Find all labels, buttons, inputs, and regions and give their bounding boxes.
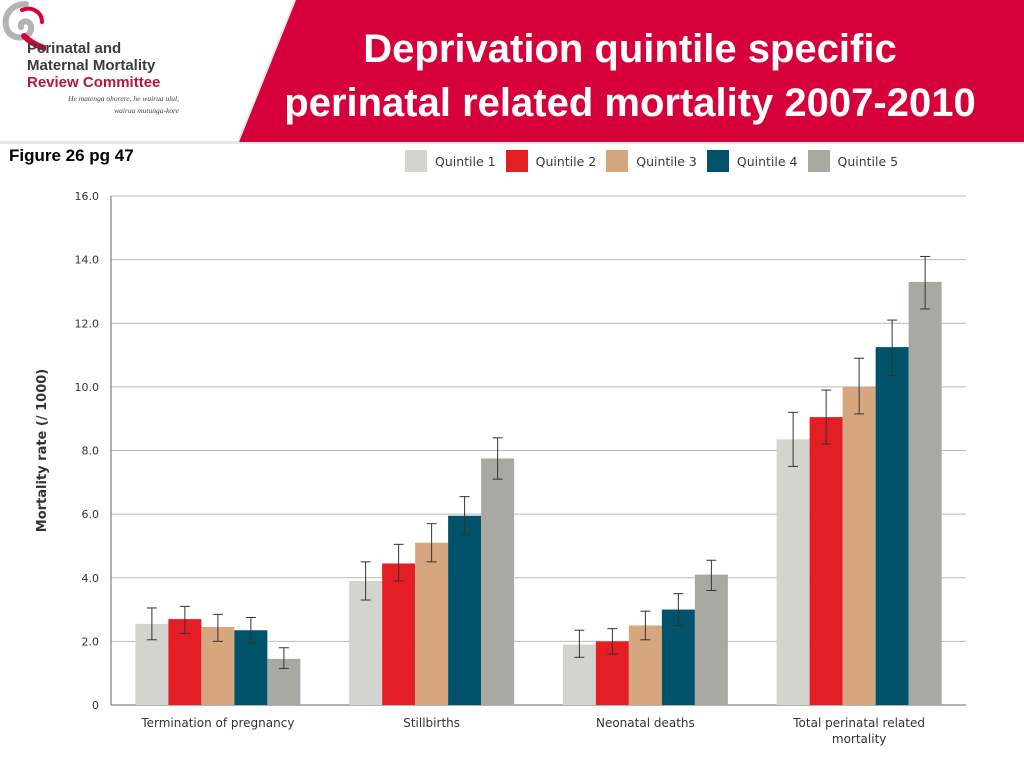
bar-3-quintile-5 <box>694 574 728 705</box>
x-category-label: Termination of pregnancy <box>140 716 294 730</box>
y-tick-label: 8.0 <box>82 445 100 458</box>
slide-title-line-1: Deprivation quintile specific <box>363 27 897 71</box>
header-banner: Perinatal and Maternal Mortality Review … <box>0 0 1024 145</box>
legend-label-quintile-3: Quintile 3 <box>636 153 697 169</box>
slide-title-line-2: perinatal related mortality 2007-2010 <box>284 81 976 125</box>
y-tick-label: 16.0 <box>75 190 100 203</box>
legend-label-quintile-4: Quintile 4 <box>736 153 798 169</box>
x-category-label: Stillbirths <box>403 716 460 730</box>
x-category-label: mortality <box>832 732 887 746</box>
y-tick-label: 4.0 <box>82 572 100 585</box>
y-tick-label: 0 <box>92 699 99 712</box>
legend-label-quintile-2: Quintile 2 <box>535 153 597 169</box>
legend-swatch-quintile-4 <box>706 150 729 172</box>
x-category-label: Total perinatal related <box>792 716 925 730</box>
legend-item-quintile-5: Quintile 5 <box>807 150 899 172</box>
committee-logo: Perinatal and Maternal Mortality Review … <box>27 40 217 115</box>
y-tick-label: 14.0 <box>75 254 100 267</box>
bar-4-quintile-4 <box>875 347 909 705</box>
y-tick-label: 12.0 <box>75 317 100 330</box>
banner-shape <box>0 0 1024 144</box>
koru-logo-icon <box>2 1 46 51</box>
legend-item-quintile-2: Quintile 2 <box>505 150 597 172</box>
bar-4-quintile-3 <box>842 386 876 705</box>
legend-item-quintile-4: Quintile 4 <box>706 150 798 172</box>
x-category-label: Neonatal deaths <box>596 716 695 730</box>
chart-legend: Quintile 1 Quintile 2 Quintile 3 Quintil… <box>405 147 908 175</box>
bar-4-quintile-2 <box>809 417 843 705</box>
legend-swatch-quintile-3 <box>606 150 629 172</box>
bar-4-quintile-5 <box>908 281 942 705</box>
legend-item-quintile-3: Quintile 3 <box>606 150 697 172</box>
legend-swatch-quintile-2 <box>505 150 528 172</box>
legend-item-quintile-1: Quintile 1 <box>405 150 496 172</box>
legend-swatch-quintile-5 <box>807 150 830 172</box>
logo-line-2: Maternal Mortality <box>27 57 156 74</box>
y-tick-label: 6.0 <box>82 508 100 521</box>
bar-2-quintile-1 <box>349 580 383 705</box>
legend-swatch-quintile-1 <box>405 150 427 172</box>
y-axis-title: Mortality rate (/ 1000) <box>35 369 50 532</box>
slide-title: Deprivation quintile specific perinatal … <box>225 22 1024 130</box>
logo-line-3: Review Committee <box>27 74 161 91</box>
bar-2-quintile-2 <box>382 563 416 705</box>
y-tick-label: 10.0 <box>75 381 100 394</box>
legend-label-quintile-5: Quintile 5 <box>837 153 899 169</box>
logo-tagline-1: He matenga ohorere, he wairua ulul, <box>68 94 179 103</box>
bar-2-quintile-4 <box>448 515 482 705</box>
logo-line-1: Perinatal and <box>27 40 122 57</box>
bar-4-quintile-1 <box>776 439 810 705</box>
y-tick-label: 2.0 <box>82 635 100 648</box>
legend-label-quintile-1: Quintile 1 <box>435 153 496 169</box>
figure-label: Figure 26 pg 47 <box>9 146 134 165</box>
bar-2-quintile-5 <box>481 458 515 705</box>
bar-2-quintile-3 <box>415 542 449 705</box>
logo-tagline-2: wairua mutunga-kore <box>114 106 179 115</box>
